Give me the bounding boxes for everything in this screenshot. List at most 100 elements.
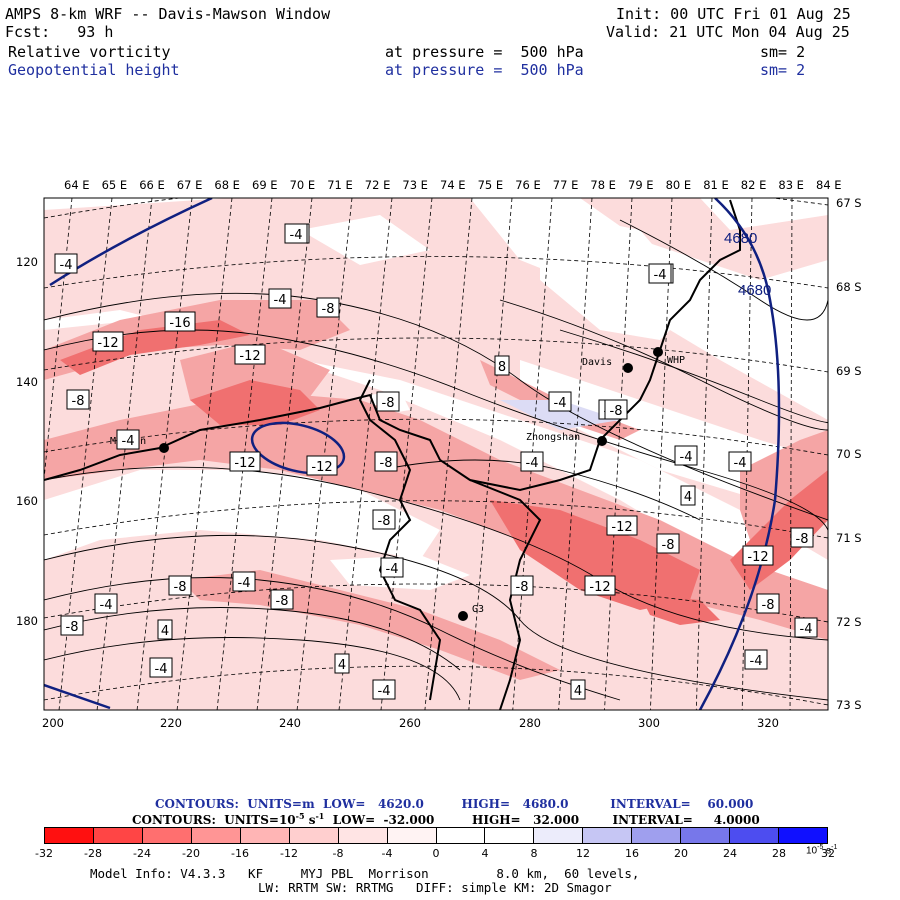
contour-label: -4 (654, 268, 667, 283)
latitude-label: 73 S (836, 698, 862, 712)
contour-label-box (570, 679, 586, 700)
height-label: 4680 (738, 282, 771, 299)
y-tick-label: 120 (16, 255, 38, 269)
contour-label-box (790, 527, 814, 548)
contour-labels: -4 -4 -4 -8 -16 -12 -12 -8 -8 -12 -12 -4 -8 8 -4 -4 4 -8 -… (54, 223, 818, 700)
contour-label-box (794, 617, 818, 638)
contour-label-box (604, 399, 628, 420)
colorbar-label: -32 (35, 847, 53, 860)
contour-label: -4 (680, 450, 693, 465)
longitude-label: 80 E (666, 178, 692, 192)
contour-label: -4 (800, 622, 813, 637)
colorbar-label: 32 (821, 847, 835, 860)
station-label: WHP (667, 355, 685, 366)
vorticity-contour-info: CONTOURS: UNITS=10-5 s-1 LOW= -32.000 HI… (132, 811, 760, 827)
contour-label: -8 (174, 580, 187, 595)
longitude-label: 69 E (252, 178, 278, 192)
contour-label: -8 (662, 538, 675, 553)
field1-smoothing: sm= 2 (760, 43, 806, 61)
colorbar-swatch (485, 828, 535, 843)
contour-label-box (510, 575, 534, 596)
contour-label: -4 (274, 293, 287, 308)
latitude-label: 69 S (836, 364, 862, 378)
colorbar-swatch (142, 828, 192, 843)
field2-level: at pressure = 500 hPa (385, 61, 584, 79)
contour-label-box (168, 575, 192, 596)
colorbar-label: 16 (625, 847, 639, 860)
contour-label: -8 (516, 580, 529, 595)
contour-label-box (380, 557, 404, 578)
colorbar-label: -12 (280, 847, 298, 860)
contour-label-box (157, 619, 173, 640)
longitude-label: 71 E (327, 178, 353, 192)
contour-label: -12 (747, 550, 768, 565)
field2-smoothing: sm= 2 (760, 61, 806, 79)
height-contours (44, 198, 781, 710)
x-tick-label: 300 (638, 716, 660, 730)
field1-name: Relative vorticity (8, 43, 171, 61)
contour-label: -8 (610, 404, 623, 419)
x-tick-label: 260 (399, 716, 421, 730)
contour-label-box (229, 451, 261, 472)
contour-label: -4 (386, 562, 399, 577)
plot-frame (43, 197, 829, 711)
colorbar-label: 12 (576, 847, 590, 860)
colorbar-label: -28 (84, 847, 102, 860)
contour-label-box (494, 355, 510, 376)
contour-label-box (756, 593, 780, 614)
contour-label: -8 (762, 598, 775, 613)
contour-label-box (376, 391, 400, 412)
longitude-label: 77 E (553, 178, 579, 192)
contour-label: -8 (382, 396, 395, 411)
contour-label-box (234, 344, 266, 365)
contour-label: -4 (526, 456, 539, 471)
colorbar-swatch (191, 828, 241, 843)
contour-label: -8 (380, 456, 393, 471)
contour-label-box (548, 391, 572, 412)
contour-label-box (674, 445, 698, 466)
station-marker (597, 436, 607, 446)
contour-label-box (372, 679, 396, 700)
colorbar-swatch (289, 828, 339, 843)
forecast-hour: Fcst: 93 h (5, 23, 114, 41)
longitude-label: 74 E (440, 178, 466, 192)
contour-label-box (742, 545, 774, 566)
station-marker (159, 443, 169, 453)
colorbar (44, 827, 828, 844)
longitude-label: 70 E (290, 178, 316, 192)
contour-label: -8 (378, 514, 391, 529)
colorbar-swatch (632, 828, 682, 843)
y-tick-label: 140 (16, 375, 38, 389)
y-tick-label: 160 (16, 494, 38, 508)
contour-label: -12 (311, 460, 332, 475)
contour-label-box (60, 615, 84, 636)
colorbar-swatch (387, 828, 437, 843)
colorbar-swatch (338, 828, 388, 843)
colorbar-swatch (93, 828, 143, 843)
longitude-label: 76 E (515, 178, 541, 192)
contour-label: -4 (238, 576, 251, 591)
height-label: 4680 (724, 230, 757, 247)
valid-time: Valid: 21 UTC Mon 04 Aug 25 (606, 23, 850, 41)
longitude-label: 83 E (778, 178, 804, 192)
x-tick-label: 280 (519, 716, 541, 730)
contour-label-box (268, 288, 292, 309)
station-marker (458, 611, 468, 621)
y-tick-labels: 120 140 160 180 (16, 255, 38, 628)
colorbar-label: 24 (723, 847, 737, 860)
contour-label: -12 (234, 456, 255, 471)
contour-label: -4 (734, 456, 747, 471)
station-label: Davis (582, 357, 612, 368)
longitude-label: 73 E (402, 178, 428, 192)
contour-label: -8 (66, 620, 79, 635)
latitude-labels: 67 S 68 S 69 S 70 S 71 S 72 S 73 S (836, 196, 862, 712)
model-info-1: Model Info: V4.3.3 KF MYJ PBL Morrison 8… (90, 866, 640, 881)
longitude-label: 68 E (214, 178, 240, 192)
contour-label-box (54, 253, 78, 274)
contour-label-box (316, 297, 340, 318)
colorbar-label: -16 (231, 847, 249, 860)
latitude-label: 68 S (836, 280, 862, 294)
contour-label-box (744, 649, 768, 670)
longitude-label: 65 E (102, 178, 128, 192)
